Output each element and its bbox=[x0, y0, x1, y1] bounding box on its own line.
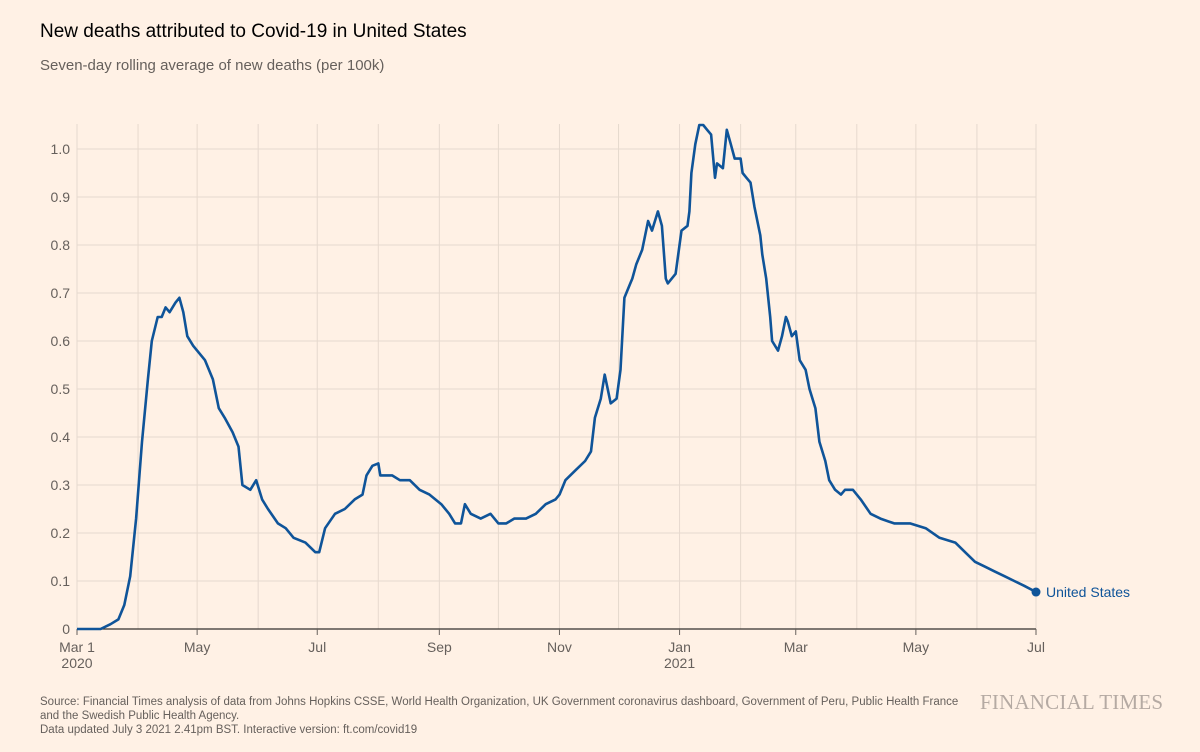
x-tick-label: Mar bbox=[784, 639, 808, 655]
y-tick-label: 0.8 bbox=[51, 237, 71, 253]
x-tick-label: Jul bbox=[1027, 639, 1045, 655]
x-tick-label: May bbox=[903, 639, 929, 655]
x-tick-label: Nov bbox=[547, 639, 572, 655]
chart-subtitle: Seven-day rolling average of new deaths … bbox=[40, 57, 385, 74]
y-tick-label: 1.0 bbox=[51, 141, 71, 157]
series-label: United States bbox=[1046, 584, 1130, 600]
y-tick-label: 0.6 bbox=[51, 333, 71, 349]
y-tick-label: 0.2 bbox=[51, 525, 71, 541]
x-tick-year: 2021 bbox=[664, 655, 695, 671]
ft-logo: FINANCIAL TIMES bbox=[980, 690, 1164, 714]
x-tick-year: 2020 bbox=[61, 655, 92, 671]
y-tick-label: 0.4 bbox=[51, 429, 71, 445]
x-tick-label: Jul bbox=[308, 639, 326, 655]
series-end-marker bbox=[1031, 587, 1041, 597]
y-tick-label: 0.1 bbox=[51, 573, 71, 589]
chart-title: New deaths attributed to Covid-19 in Uni… bbox=[40, 21, 467, 42]
y-tick-label: 0.3 bbox=[51, 477, 71, 493]
y-tick-label: 0.9 bbox=[51, 189, 71, 205]
x-tick-label: Jan bbox=[668, 639, 691, 655]
series-line-united-states bbox=[77, 123, 1037, 631]
x-tick-label: Sep bbox=[427, 639, 452, 655]
x-tick-label: May bbox=[184, 639, 210, 655]
update-note: Data updated July 3 2021 2.41pm BST. Int… bbox=[40, 724, 418, 736]
y-tick-label: 0.7 bbox=[51, 285, 71, 301]
y-tick-label: 0 bbox=[62, 621, 70, 637]
footer-source: Source: Financial Times analysis of data… bbox=[40, 695, 970, 737]
y-tick-label: 0.5 bbox=[51, 381, 71, 397]
x-tick-label: Mar 1 bbox=[59, 639, 95, 655]
source-note: Source: Financial Times analysis of data… bbox=[40, 696, 959, 722]
line-chart: 0 0.1 0.2 0.3 0.4 0.5 0.6 0.7 0.8 0.9 1.0 Mar 12020… bbox=[51, 123, 1130, 671]
